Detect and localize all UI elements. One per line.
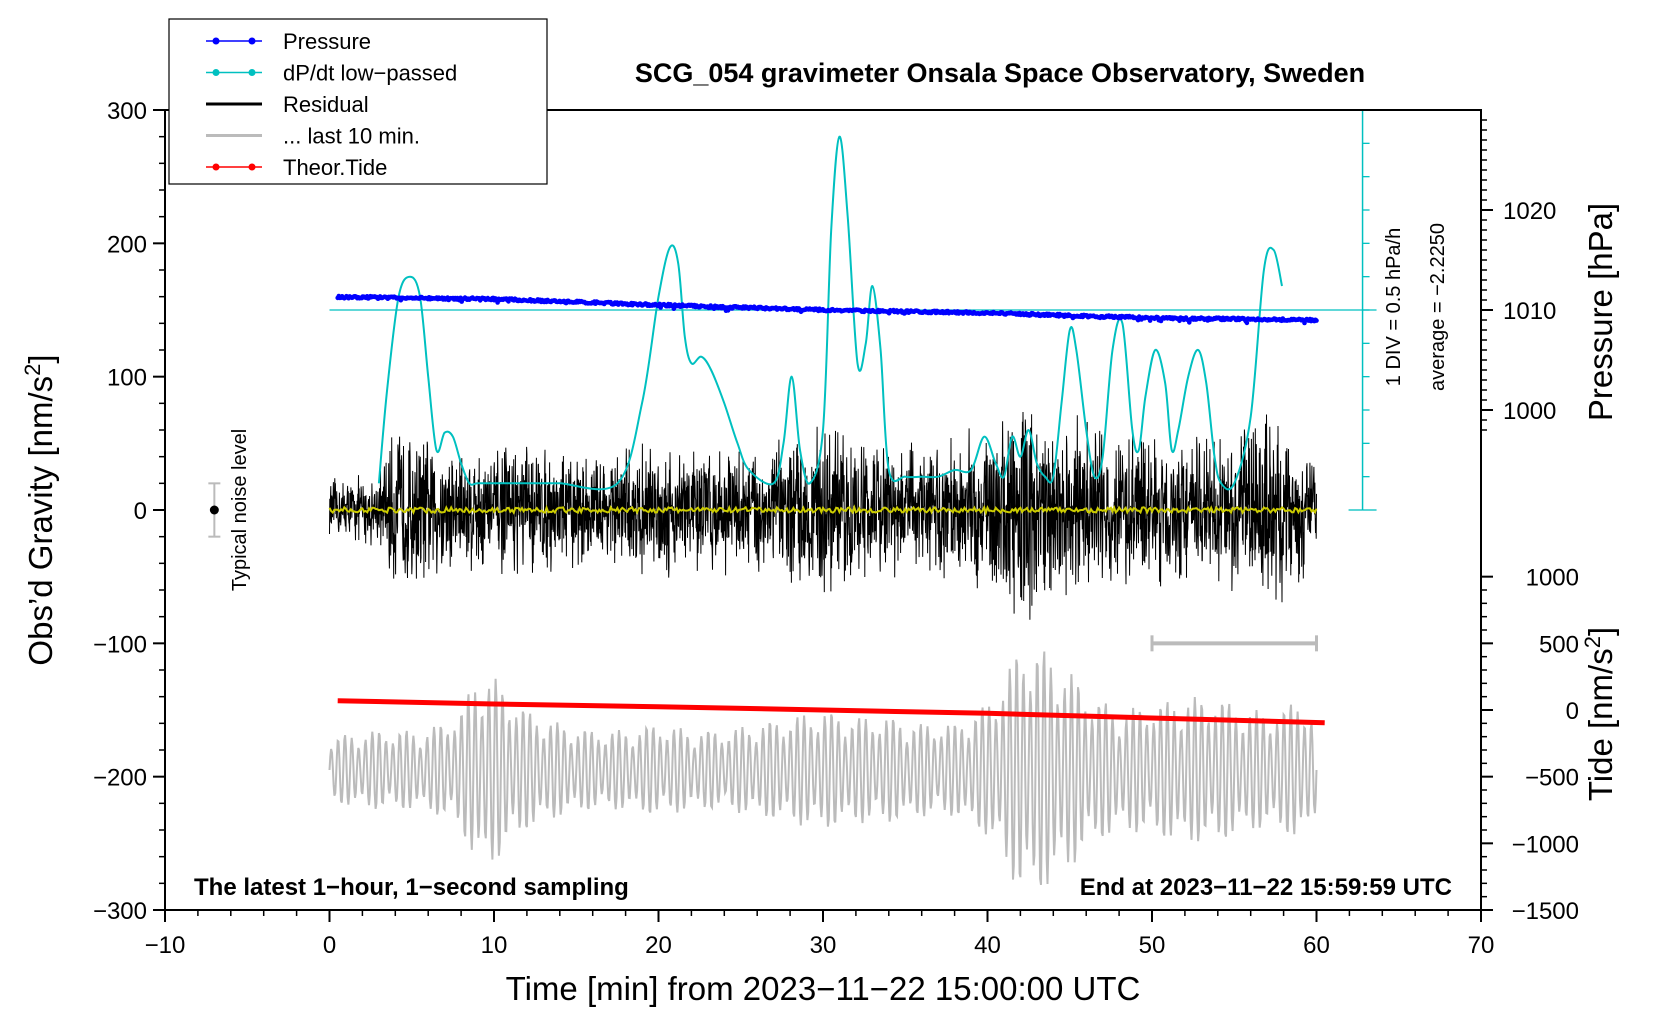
x-tick-label: 50 bbox=[1139, 932, 1166, 959]
legend-label: ... last 10 min. bbox=[283, 124, 420, 149]
y-axis-label-tide-text: Tide [nm/s bbox=[1582, 648, 1619, 801]
legend-marker bbox=[248, 37, 256, 45]
noise-level-label: Typical noise level bbox=[229, 429, 251, 591]
y-axis-label-pressure: Pressure [hPa] bbox=[1582, 203, 1619, 421]
x-tick-label: −10 bbox=[145, 932, 186, 959]
y-tick-label: −200 bbox=[93, 765, 147, 792]
x-tick-label: 20 bbox=[645, 932, 672, 959]
end-time-note: End at 2023−11−22 15:59:59 UTC bbox=[1080, 874, 1452, 901]
pressure-point bbox=[1314, 318, 1319, 323]
y-axis-label-tide: Tide [nm/s2] bbox=[1580, 627, 1619, 801]
tide-tick-label: −1000 bbox=[1512, 831, 1579, 858]
x-tick-label: 10 bbox=[481, 932, 508, 959]
x-tick-label: 60 bbox=[1303, 932, 1330, 959]
y-axis-label-left-superscript: 2 bbox=[20, 364, 45, 376]
pressure-series bbox=[335, 293, 1319, 326]
pressure-tick-label: 1000 bbox=[1503, 398, 1556, 425]
y-tick-label: −100 bbox=[93, 631, 147, 658]
legend-label: Residual bbox=[283, 92, 369, 117]
axes-layer: −10 0 10 20 30 40 50 60 703002001000−100−200−300… bbox=[93, 98, 1579, 959]
legend-marker bbox=[212, 37, 220, 45]
tide-tick-label: 0 bbox=[1566, 698, 1579, 725]
y-tick-label: 100 bbox=[107, 365, 147, 392]
legend-marker bbox=[248, 163, 256, 171]
noise-level-dot bbox=[209, 505, 219, 515]
y-axis-label-left: Obs’d Gravity [nm/s2] bbox=[20, 354, 59, 665]
legend-box bbox=[168, 18, 548, 185]
legend: Pressure dP/dt low−passed Residual ... last… bbox=[168, 18, 548, 185]
residual-series bbox=[329, 411, 1317, 620]
y-axis-label-left-text: Obs’d Gravity [nm/s bbox=[22, 376, 59, 666]
pressure-point bbox=[1244, 320, 1250, 326]
dpdt-average-label: average = −2.2250 bbox=[1427, 223, 1449, 391]
y-axis-label-left-close: ] bbox=[22, 354, 59, 363]
x-tick-label: 40 bbox=[974, 932, 1001, 959]
y-tick-label: 0 bbox=[134, 498, 147, 525]
pressure-tick-label: 1020 bbox=[1503, 198, 1556, 225]
x-axis-label: Time [min] from 2023−11−22 15:00:00 UTC bbox=[506, 970, 1141, 1007]
x-tick-label: 70 bbox=[1468, 932, 1495, 959]
theoretical-tide-series bbox=[337, 698, 1325, 726]
residual-lowpassed-series bbox=[328, 504, 1318, 516]
legend-marker bbox=[212, 69, 220, 76]
series-layer bbox=[208, 109, 1377, 886]
tide-tick-label: −1500 bbox=[1512, 898, 1579, 925]
dpdt-series bbox=[377, 135, 1283, 491]
y-axis-label-tide-superscript: 2 bbox=[1580, 636, 1605, 648]
x-tick-label: 30 bbox=[810, 932, 837, 959]
legend-label: Theor.Tide bbox=[283, 155, 387, 180]
y-tick-label: 300 bbox=[107, 98, 147, 125]
tide-tick-label: 500 bbox=[1539, 631, 1579, 658]
tide-tick-label: 1000 bbox=[1526, 565, 1579, 592]
y-tick-label: −300 bbox=[93, 898, 147, 925]
legend-label: Pressure bbox=[283, 29, 371, 54]
chart-title: SCG_054 gravimeter Onsala Space Observat… bbox=[635, 58, 1365, 88]
tide-tick-label: −500 bbox=[1525, 765, 1579, 792]
last-10-min-series bbox=[328, 651, 1318, 886]
legend-marker bbox=[212, 163, 220, 171]
x-tick-label: 0 bbox=[323, 932, 336, 959]
pressure-tick-label: 1010 bbox=[1503, 298, 1556, 325]
legend-marker bbox=[248, 69, 256, 76]
dpdt-scale-label: 1 DIV = 0.5 hPa/h bbox=[1383, 228, 1405, 386]
y-tick-label: 200 bbox=[107, 231, 147, 258]
sampling-note: The latest 1−hour, 1−second sampling bbox=[194, 874, 629, 901]
legend-label: dP/dt low−passed bbox=[283, 61, 457, 86]
y-axis-label-tide-close: ] bbox=[1582, 627, 1619, 636]
